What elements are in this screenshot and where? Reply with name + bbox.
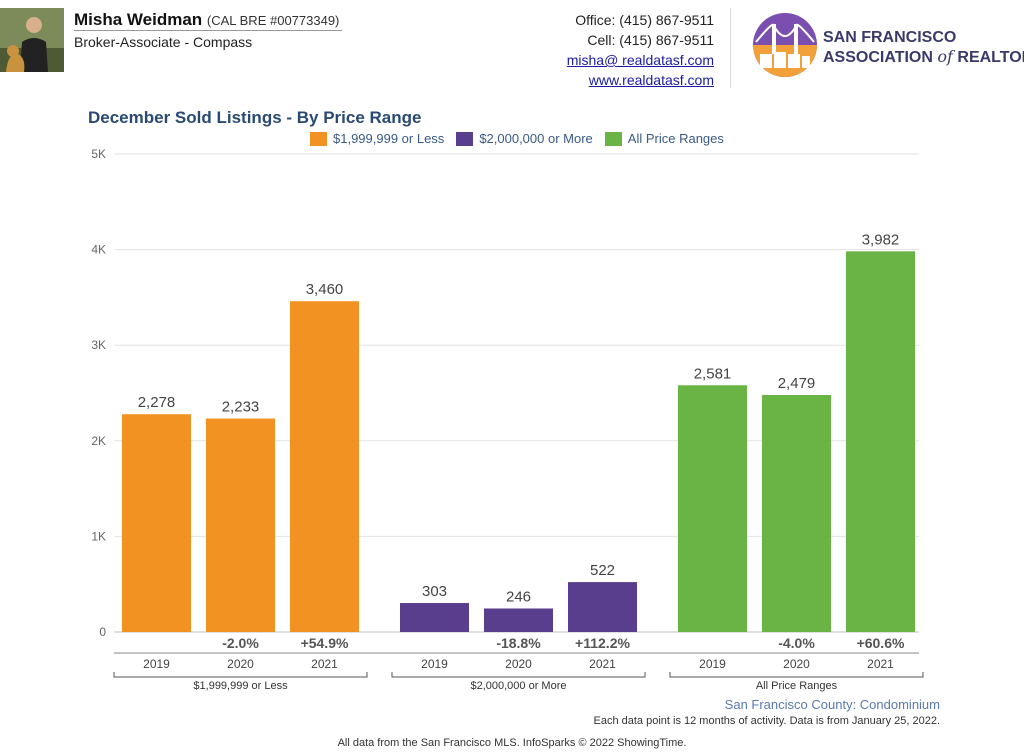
change-label: -2.0% — [222, 635, 259, 651]
website-link[interactable]: www.realdatasf.com — [588, 72, 714, 88]
bar — [678, 385, 747, 632]
office-phone: Office: (415) 867-9511 — [575, 12, 714, 28]
email-link[interactable]: misha@ realdatasf.com — [566, 52, 714, 68]
y-tick-label: 2K — [91, 434, 106, 448]
change-label: -4.0% — [778, 635, 815, 651]
change-label: +54.9% — [301, 635, 349, 651]
x-tick-label: 2021 — [867, 657, 894, 671]
data-label: 2,278 — [138, 394, 176, 411]
sfar-logo-text: SAN FRANCISCO ASSOCIATION of REALTORS® — [823, 29, 1024, 66]
bar — [846, 251, 915, 632]
x-tick-label: 2020 — [227, 657, 254, 671]
change-label: +60.6% — [857, 635, 905, 651]
group-label: All Price Ranges — [756, 680, 838, 692]
agent-license: (CAL BRE #00773349) — [206, 13, 340, 28]
contact-block: Office: (415) 867-9511 Cell: (415) 867-9… — [567, 10, 714, 90]
y-tick-label: 5K — [91, 147, 106, 161]
group-bracket — [391, 672, 646, 678]
group-bracket — [669, 672, 924, 678]
bar — [484, 608, 553, 632]
y-tick-label: 4K — [91, 243, 106, 257]
sfar-logo-icon — [753, 13, 817, 77]
legend-item-high[interactable]: $2,000,000 or More — [456, 131, 593, 146]
change-label: -18.8% — [496, 635, 541, 651]
legend-swatch — [604, 131, 622, 146]
y-tick-label: 3K — [91, 338, 106, 352]
change-label: +112.2% — [575, 635, 630, 651]
x-tick-label: 2019 — [421, 657, 448, 671]
chart-title: December Sold Listings - By Price Range — [88, 108, 422, 127]
agent-photo — [0, 8, 64, 72]
y-tick-label: 0 — [99, 625, 106, 639]
source-note: All data from the San Francisco MLS. Inf… — [337, 737, 687, 749]
bar — [290, 301, 359, 632]
x-tick-label: 2021 — [311, 657, 338, 671]
x-tick-label: 2019 — [699, 657, 726, 671]
cell-phone: Cell: (415) 867-9511 — [587, 32, 714, 48]
agent-title: Broker-Associate - Compass — [74, 34, 253, 50]
x-tick-label: 2020 — [783, 657, 810, 671]
chart-legend: $1,999,999 or Less $2,000,000 or More Al… — [310, 131, 724, 146]
bar — [400, 603, 469, 632]
x-tick-label: 2019 — [143, 657, 170, 671]
legend-swatch — [310, 131, 327, 146]
legend-item-all[interactable]: All Price Ranges — [604, 131, 724, 146]
data-label: 522 — [590, 562, 615, 579]
data-label: 303 — [422, 583, 447, 600]
agent-name-underline — [74, 30, 342, 31]
data-label: 3,460 — [306, 281, 344, 298]
header-divider — [730, 8, 731, 88]
data-label: 2,479 — [778, 375, 816, 392]
group-bracket — [113, 672, 368, 678]
bar — [762, 395, 831, 632]
group-label: $2,000,000 or More — [470, 680, 566, 692]
data-note: Each data point is 12 months of activity… — [593, 715, 940, 727]
y-tick-label: 1K — [91, 529, 106, 543]
legend-swatch — [456, 131, 474, 146]
bar — [568, 582, 637, 632]
bar — [206, 418, 275, 632]
agent-name: Misha Weidman (CAL BRE #00773349) — [74, 10, 340, 29]
group-label: $1,999,999 or Less — [193, 680, 288, 692]
legend-item-low[interactable]: $1,999,999 or Less — [310, 131, 444, 146]
data-label: 2,233 — [222, 399, 260, 416]
bar — [122, 414, 191, 632]
x-tick-label: 2020 — [505, 657, 532, 671]
x-tick-label: 2021 — [589, 657, 616, 671]
data-label: 2,581 — [694, 365, 732, 382]
data-label: 3,982 — [862, 231, 900, 248]
data-label: 246 — [506, 588, 531, 605]
county-label: San Francisco County: Condominium — [724, 697, 940, 712]
